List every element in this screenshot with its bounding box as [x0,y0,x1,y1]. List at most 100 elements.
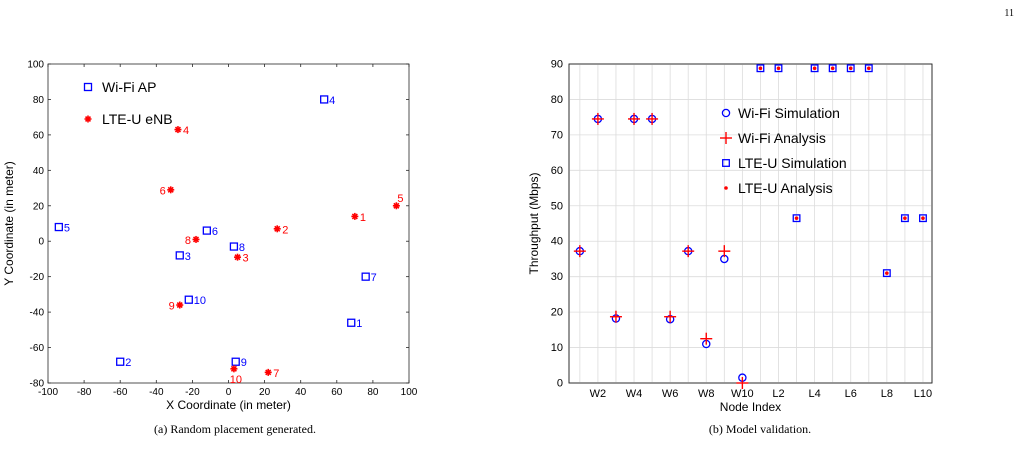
lte-enb-point [273,225,281,233]
legend-lte-sim-marker [722,159,730,167]
y-tick-label-a: 80 [33,95,45,106]
y-axis-label-b: Throughput (Mbps) [527,172,541,274]
y-tick-label-b: 70 [551,129,563,141]
lte-enb-label: 8 [185,235,191,247]
x-tick-label-b: W6 [662,388,679,400]
x-tick-label-a: -40 [149,387,164,398]
page-number: 11 [1004,8,1014,19]
chart-a-panel: -100 -80 -60 -40 -20 0 20 40 60 80 100 -80 -60 -40 -20… [0,0,420,425]
y-tick-label-b: 60 [551,165,563,177]
wifi-ap-label: 6 [212,226,218,238]
wifi-ap-point [116,357,125,366]
lte-enb-point [392,202,400,210]
chart-b-panel: 0 10 20 30 40 50 60 70 80 90 W2 W4 W6 W8 W10 L2 L4 L6 L8 L1… [500,0,960,425]
y-tick-label-b: 50 [551,200,563,212]
plot-area-a [47,63,410,384]
plot-frame-b [568,63,933,384]
x-tick-label-a: 100 [401,387,418,398]
x-tick-label-a: -80 [77,387,92,398]
y-tick-label-b: 80 [551,94,563,106]
lte-analysis-point [776,66,781,71]
x-tick-label-a: -20 [185,387,200,398]
plot-area-b [568,63,933,384]
lte-analysis-point [903,216,907,220]
legend-wifi-analysis-label: Wi-Fi Analysis [738,130,826,146]
y-tick-label-b: 20 [551,307,563,319]
wifi-analysis-point [609,310,622,323]
wifi-analysis-point [591,112,604,125]
lte-enb-point [192,235,200,243]
lte-sim-point [882,269,891,278]
lte-sim-point [792,214,801,223]
lte-enb-label: 6 [160,185,166,197]
x-tick-label-a: 80 [367,387,379,398]
x-tick-label-b: W4 [626,388,643,400]
x-tick-label-b: W10 [731,388,754,400]
y-tick-label-b: 30 [551,271,563,283]
lte-analysis-point [866,66,871,71]
legend-wifi-sim-label: Wi-Fi Simulation [738,105,840,121]
validation-chart: 0 10 20 30 40 50 60 70 80 90 W2 W4 W6 W8 W10 L2 L4 L6 L8 L1… [527,59,933,414]
x-tick-label-b: L4 [808,388,820,400]
y-axis-label-a: Y Coordinate (in meter) [2,161,16,286]
legend-lte-analysis-label: LTE-U Analysis [738,180,833,196]
lte-enb-point [234,253,242,261]
lte-sim-point [864,64,873,73]
wifi-ap-label: 1 [356,318,362,330]
lte-enb-point [264,368,272,376]
lte-analysis-point [848,66,853,71]
y-tick-label-b: 40 [551,236,563,248]
legend-wifi-analysis-marker [720,132,732,144]
x-tick-label-b: L6 [845,388,857,400]
caption-b: (b) Model validation. [708,422,812,436]
lte-analysis-point [921,216,925,220]
x-tick-label-b: W8 [698,388,715,400]
wifi-ap-point [231,357,240,366]
legend-wifi-label: Wi-Fi AP [102,79,156,95]
lte-enb-label: 2 [282,224,288,236]
x-tick-label-b: L10 [914,388,932,400]
x-tick-label-a: -60 [113,387,128,398]
y-tick-label-a: 100 [27,60,44,71]
wifi-analysis-point [664,310,677,323]
wifi-ap-point [202,226,211,235]
wifi-analysis-point [628,112,641,125]
wifi-analysis-point [646,112,659,125]
lte-enb-point [230,365,238,373]
wifi-ap-point [184,295,193,304]
lte-analysis-point [885,271,889,275]
lte-enb-point [176,301,184,309]
lte-enb-label: 1 [360,212,366,224]
wifi-ap-label: 3 [185,251,191,263]
wifi-ap-label: 8 [239,242,245,254]
x-tick-label-a: 20 [259,387,271,398]
lte-analysis-point [830,66,835,71]
lte-sim-point [810,64,819,73]
caption-a: (a) Random placement generated. [154,422,316,436]
lte-sim-point [900,214,909,223]
wifi-ap-label: 9 [241,357,247,369]
wifi-ap-label: 5 [64,223,70,235]
lte-sim-point [828,64,837,73]
legend-wifi-sim-marker [721,108,731,118]
lte-sim-point [846,64,855,73]
x-tick-label-a: 60 [331,387,343,398]
wifi-analysis-point [700,332,713,345]
wifi-analysis-point [573,245,586,258]
wifi-ap-label: 7 [371,272,377,284]
placement-chart: -100 -80 -60 -40 -20 0 20 40 60 80 100-80-60-40-20… [2,60,418,413]
wifi-ap-point [320,95,329,104]
legend-lte-analysis-marker [724,186,728,190]
legend-lte-marker [84,115,92,123]
x-tick-label-b: W2 [590,388,607,400]
y-tick-label-a: -80 [30,379,45,390]
y-tick-label-b: 0 [557,378,563,390]
x-tick-label-b: L8 [881,388,893,400]
wifi-ap-label: 2 [125,357,131,369]
lte-analysis-point [794,216,799,220]
y-tick-label-a: 60 [33,130,45,141]
wifi-analysis-point [736,377,749,389]
legend-lte-sim-label: LTE-U Simulation [738,155,847,171]
y-tick-label-b: 90 [551,59,563,71]
lte-enb-label: 10 [230,374,242,386]
